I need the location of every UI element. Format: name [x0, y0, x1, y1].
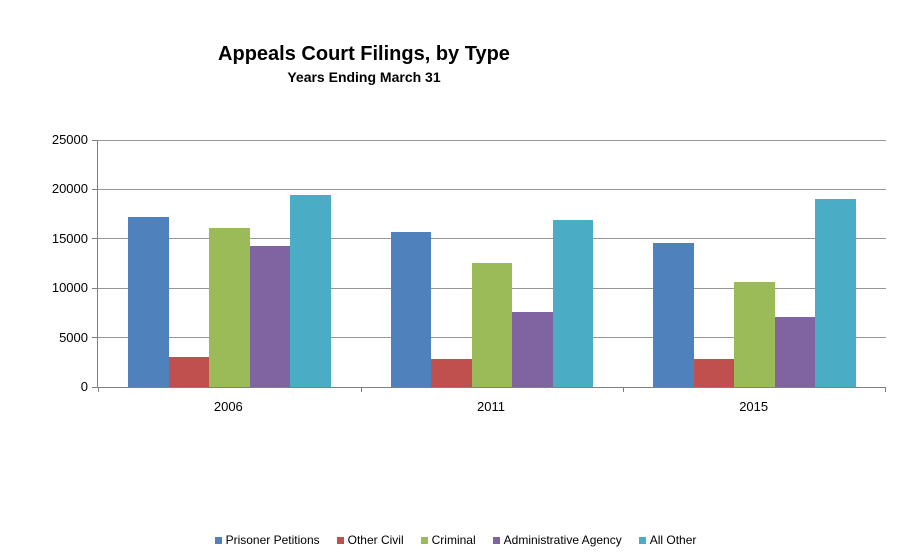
chart-subtitle: Years Ending March 31 — [287, 69, 441, 85]
bar-administrative-agency-2011 — [512, 311, 553, 387]
y-axis-tick-10000 — [92, 287, 98, 289]
legend-item-administrative-agency: Administrative Agency — [492, 533, 622, 547]
bar-criminal-2011 — [471, 263, 513, 387]
legend-item-all-other: All Other — [638, 533, 697, 547]
x-axis-label-2015: 2015 — [739, 399, 769, 414]
y-axis-label-10000: 10000 — [51, 280, 88, 296]
y-axis-label-15000: 15000 — [51, 230, 88, 246]
y-axis-label-0: 0 — [80, 379, 88, 394]
y-axis-label-5000: 5000 — [59, 329, 88, 345]
x-axis-tick-1 — [360, 387, 362, 392]
legend-label-other-civil: Other Civil — [347, 533, 404, 547]
legend-item-other-civil: Other Civil — [336, 533, 404, 547]
y-axis-tick-5000 — [92, 337, 98, 339]
plot-area — [92, 139, 886, 392]
legend-swatch-criminal — [420, 536, 428, 544]
bar-prisoner-petitions-2006 — [128, 217, 169, 387]
bar-other-civil-2011 — [431, 358, 472, 387]
x-axis-label-2011: 2011 — [477, 399, 505, 414]
legend-item-prisoner-petitions: Prisoner Petitions — [214, 533, 320, 547]
y-axis-label-25000: 25000 — [51, 132, 88, 147]
bar-all-other-2011 — [552, 220, 594, 387]
gridline-20000 — [98, 188, 886, 190]
bar-criminal-2015 — [734, 281, 775, 387]
bar-prisoner-petitions-2015 — [653, 243, 694, 387]
gridline-15000 — [98, 238, 886, 240]
y-axis-tick-20000 — [92, 188, 98, 190]
legend-label-administrative-agency: Administrative Agency — [503, 533, 622, 547]
bar-administrative-agency-2015 — [774, 317, 816, 387]
bar-other-civil-2006 — [168, 356, 210, 387]
title-block: Appeals Court Filings, by Type Years End… — [0, 42, 728, 86]
legend-swatch-prisoner-petitions — [214, 536, 222, 544]
x-axis-tick-2 — [623, 387, 625, 392]
legend: Prisoner Petitions Other Civil Criminal Adm… — [0, 533, 911, 547]
y-axis-tick-0 — [92, 386, 98, 388]
x-axis-label-2006: 2006 — [213, 399, 243, 414]
bar-all-other-2006 — [290, 194, 331, 387]
chart-title: Appeals Court Filings, by Type — [218, 43, 510, 65]
legend-label-criminal: Criminal — [431, 533, 476, 547]
y-axis-tick-15000 — [92, 238, 98, 240]
bar-other-civil-2015 — [693, 359, 735, 387]
legend-swatch-other-civil — [336, 536, 344, 544]
legend-item-criminal: Criminal — [420, 533, 476, 547]
bar-all-other-2015 — [815, 198, 856, 387]
y-axis-tick-25000 — [92, 139, 98, 141]
x-axis-tick-3 — [885, 387, 886, 392]
bar-administrative-agency-2006 — [249, 246, 291, 387]
y-axis-label-20000: 20000 — [51, 181, 88, 197]
legend-label-all-other: All Other — [649, 533, 697, 547]
bar-criminal-2006 — [209, 227, 250, 387]
x-axis-tick-0 — [98, 387, 99, 392]
legend-swatch-all-other — [638, 536, 646, 544]
legend-label-prisoner-petitions: Prisoner Petitions — [225, 533, 320, 547]
legend-swatch-administrative-agency — [492, 536, 500, 544]
bar-prisoner-petitions-2011 — [390, 231, 432, 387]
gridline-25000 — [98, 139, 886, 141]
